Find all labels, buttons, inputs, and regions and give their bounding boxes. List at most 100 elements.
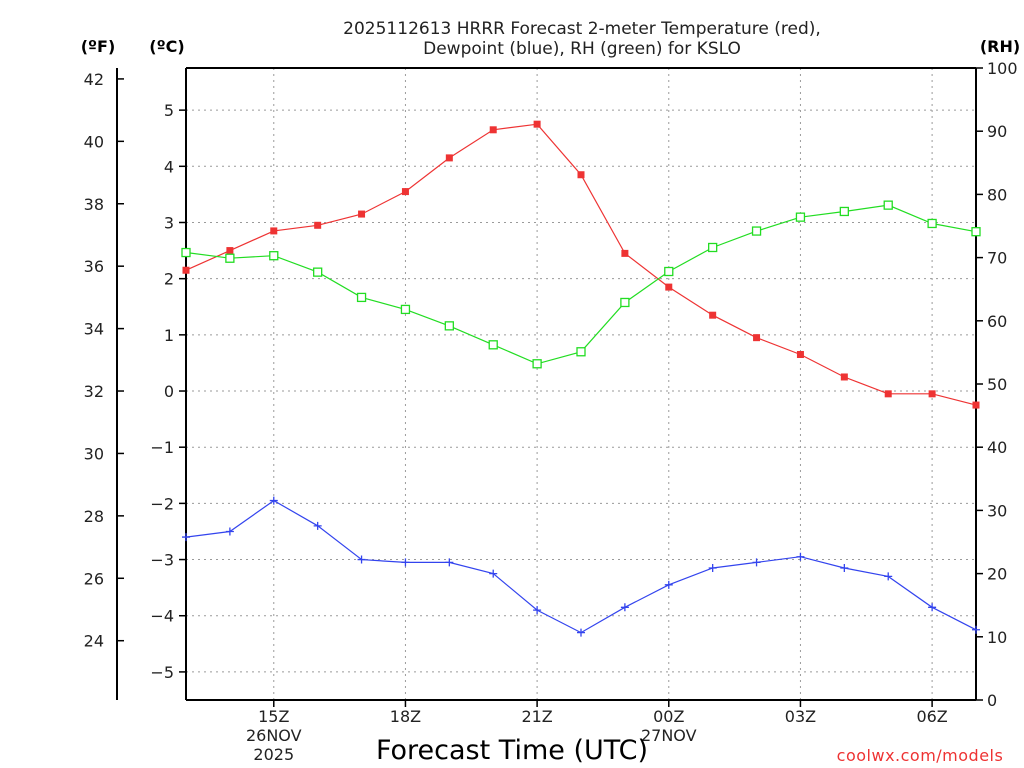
- x-axis-title: Forecast Time (UTC): [376, 735, 648, 766]
- fahrenheit-tick-label: 26: [84, 569, 104, 588]
- time-tick-label: 00Z: [653, 707, 684, 726]
- dewpoint-point: [708, 563, 717, 572]
- dewpoint-point: [182, 533, 190, 542]
- temperature-point: [972, 401, 980, 409]
- rh-unit-label: (RH): [980, 37, 1020, 56]
- rh-point: [751, 226, 762, 236]
- rh-tick-label: 10: [987, 628, 1007, 647]
- dewpoint-point: [357, 555, 366, 564]
- dewpoint-point: [489, 569, 498, 578]
- celsius-unit-label: (ºC): [149, 37, 184, 56]
- rh-point: [532, 359, 542, 369]
- temperature-point: [226, 247, 234, 255]
- dewpoint-point: [664, 580, 673, 589]
- temperature-point: [489, 126, 497, 134]
- dewpoint-point: [577, 628, 585, 637]
- rh-point: [664, 266, 674, 277]
- temperature-point: [884, 390, 892, 398]
- time-tick-label: 06Z: [916, 707, 947, 726]
- dewpoint-series-line: [185, 499, 977, 634]
- temperature-point: [270, 227, 278, 235]
- time-tick-year: 2025: [253, 745, 294, 764]
- time-tick-date: 26NOV: [246, 726, 302, 745]
- temperature-point: [358, 210, 366, 218]
- dewpoint-point: [269, 496, 278, 505]
- dewpoint-point: [313, 521, 322, 530]
- dewpoint-point: [445, 558, 454, 567]
- fahrenheit-tick-label: 34: [84, 320, 104, 339]
- rh-tick-label: 90: [987, 122, 1007, 141]
- temperature-point: [182, 266, 190, 274]
- rh-point: [620, 297, 630, 308]
- temperature-point: [796, 351, 804, 359]
- rh-point: [927, 218, 937, 229]
- dewpoint-point: [620, 603, 629, 612]
- rh-tick-label: 70: [987, 249, 1007, 268]
- temperature-point: [665, 283, 673, 291]
- temperature-point: [577, 171, 585, 179]
- rh-tick-label: 100: [987, 59, 1018, 78]
- temperature-point: [709, 311, 717, 319]
- dewpoint-point: [752, 558, 761, 567]
- rh-point: [313, 267, 323, 277]
- celsius-tick-label: 1: [164, 326, 174, 345]
- fahrenheit-tick-label: 40: [84, 132, 104, 151]
- celsius-tick-label: −5: [150, 663, 174, 682]
- rh-tick-label: 80: [987, 185, 1007, 204]
- rh-tick-label: 60: [987, 312, 1007, 331]
- time-tick-label: 03Z: [785, 707, 816, 726]
- rh-point: [400, 304, 411, 315]
- temperature-point: [533, 120, 541, 128]
- temperature-point: [753, 334, 761, 342]
- temperature-point: [621, 249, 629, 257]
- celsius-tick-label: 3: [164, 213, 174, 232]
- dewpoint-point: [225, 527, 234, 536]
- dewpoint-point: [401, 558, 410, 567]
- rh-series-line: [185, 204, 977, 365]
- temperature-point: [314, 221, 322, 229]
- rh-point: [488, 340, 498, 350]
- credit-text: coolwx.com/models: [837, 746, 1004, 765]
- rh-point: [971, 227, 981, 237]
- dewpoint-point: [533, 606, 542, 615]
- time-tick-label: 18Z: [390, 707, 421, 726]
- fahrenheit-unit-label: (ºF): [81, 37, 116, 56]
- celsius-tick-label: 2: [164, 270, 174, 289]
- time-tick-label: 15Z: [258, 707, 289, 726]
- rh-point: [708, 242, 718, 253]
- axis-ticks: 543210−1−2−3−4−5424038363432302826241009…: [84, 59, 1018, 764]
- celsius-tick-label: 5: [164, 101, 174, 120]
- fahrenheit-tick-label: 38: [84, 195, 104, 214]
- fahrenheit-tick-label: 32: [84, 382, 104, 401]
- rh-point: [795, 212, 806, 222]
- rh-tick-label: 40: [987, 438, 1007, 457]
- temperature-point: [401, 188, 409, 196]
- fahrenheit-tick-label: 28: [84, 507, 104, 526]
- rh-tick-label: 50: [987, 375, 1007, 394]
- rh-point: [225, 253, 235, 263]
- temperature-point: [840, 373, 848, 381]
- rh-point: [839, 206, 849, 217]
- grid-lines: [186, 68, 976, 700]
- rh-tick-label: 30: [987, 501, 1007, 520]
- time-tick-label: 21Z: [521, 707, 552, 726]
- celsius-tick-label: 4: [164, 157, 174, 176]
- axes: [116, 67, 977, 701]
- chart-title-line-2: Dewpoint (blue), RH (green) for KSLO: [423, 39, 741, 59]
- rh-point: [576, 347, 586, 357]
- fahrenheit-tick-label: 42: [84, 70, 104, 89]
- rh-tick-label: 20: [987, 565, 1007, 584]
- rh-point: [269, 251, 279, 261]
- rh-tick-label: 0: [987, 691, 997, 710]
- dewpoint-point: [928, 603, 937, 612]
- temperature-point: [445, 154, 453, 162]
- time-tick-date: 27NOV: [641, 726, 697, 745]
- celsius-tick-label: −4: [150, 607, 174, 626]
- celsius-tick-label: −3: [150, 551, 174, 570]
- fahrenheit-tick-label: 24: [84, 632, 104, 651]
- dewpoint-point: [796, 552, 805, 561]
- celsius-tick-label: −1: [150, 438, 174, 457]
- rh-point: [356, 292, 367, 303]
- temperature-series-line: [185, 123, 977, 406]
